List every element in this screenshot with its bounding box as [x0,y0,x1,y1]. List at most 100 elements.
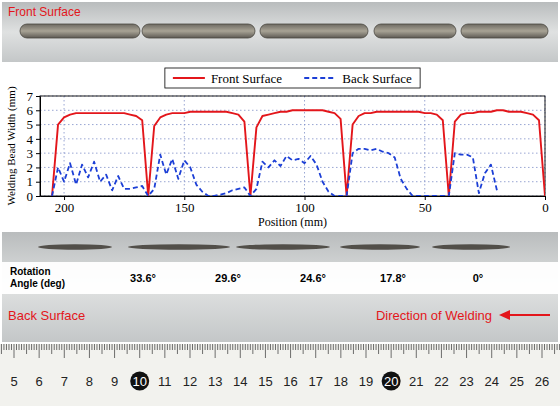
ruler-mm-tick [396,344,397,350]
ruler-mm-tick [167,344,168,350]
ruler-mm-tick [401,344,402,350]
table-header: RotationAngle (deg) [10,266,65,289]
legend-item: Front Surface [173,71,282,86]
ruler-mm-tick [162,344,163,350]
y-axis: 01234567 [27,89,41,204]
ruler-mm-tick [501,344,502,350]
ruler-mm-tick [169,344,170,350]
ruler-mm-tick [195,344,196,350]
legend-item: Back Surface [304,71,412,86]
ruler-mm-tick [526,344,527,350]
ruler-mm-tick [496,344,497,350]
ruler-mm-tick [433,344,434,350]
ruler-mm-tick [89,344,90,358]
ruler-mm-tick [51,344,52,354]
ruler-mm-tick [200,344,201,350]
ruler-mm-tick [416,344,417,358]
plot-area [52,110,545,196]
ruler-label: 22 [434,374,448,389]
ruler-mm-tick [381,344,382,350]
ruler-mm-tick [164,344,165,358]
ruler-mm-tick [293,344,294,350]
ruler-mm-tick [112,344,113,350]
ruler-mm-tick [547,344,548,350]
legend-label: Front Surface [211,71,282,86]
ruler-mm-tick [328,344,329,354]
ruler-badge [130,372,149,391]
ruler-mm-tick [16,344,17,350]
ruler-mm-tick [303,344,304,354]
ruler-mm-tick [225,344,226,350]
ruler-mm-tick [29,344,30,350]
y-tick-mark [36,110,40,111]
y-axis-title: Welding Bead Width (mm) [5,86,18,205]
ruler-label: 26 [535,374,549,389]
ruler-mm-tick [511,344,512,350]
legend-swatch [173,77,205,79]
ruler-mm-tick [255,344,256,350]
ruler-mm-tick [423,344,424,350]
ruler-mm-tick [278,344,279,354]
y-tick-mark [36,125,40,126]
legend-label: Back Surface [342,71,412,86]
ruler-mm-tick [436,344,437,350]
ruler-mm-tick [353,344,354,354]
ruler-badge [382,372,401,391]
ruler-mm-tick [71,344,72,350]
ruler-mm-tick [34,344,35,350]
ruler-mm-tick [486,344,487,350]
ruler-mm-tick [3,344,4,350]
ruler-mm-tick [59,344,60,350]
ruler-mm-tick [504,344,505,354]
y-tick-label: 3 [27,146,34,161]
ruler-mm-tick [343,344,344,350]
x-tick: 50 [419,196,432,215]
ruler-mm-tick [506,344,507,350]
ruler-mm-tick [187,344,188,350]
ruler-mm-tick [484,344,485,350]
x-tick: 150 [175,196,195,215]
weld-bead [461,24,548,38]
ruler-mm-tick [428,344,429,354]
ruler-mm-tick [288,344,289,350]
ruler-mm-tick [19,344,20,350]
ruler-mm-tick [14,344,15,358]
rotation-angle: 24.6° [300,272,326,284]
ruler-mm-tick [355,344,356,350]
weld-bead [374,24,456,38]
front-photo: Front Surface [2,2,558,62]
back-photo: RotationAngle (deg)33.6°29.6°24.6°17.8°0… [2,232,558,342]
ruler-mm-tick [247,344,248,350]
ruler-mm-tick [235,344,236,350]
ruler-mm-tick [479,344,480,354]
ruler-mm-tick [474,344,475,350]
ruler-mm-tick [217,344,218,350]
rotation-angle: 29.6° [215,272,241,284]
direction-arrow [508,314,550,316]
y-tick: 6 [27,103,41,118]
x-axis: 200150100500 [41,196,549,215]
direction-arrowhead [499,310,510,320]
ruler-label: 20 [384,374,398,389]
ruler-mm-tick [448,344,449,350]
ruler-mm-tick [398,344,399,350]
ruler-mm-tick [443,344,444,350]
ruler-mm-tick [69,344,70,350]
plot-frame [40,96,545,196]
y-tick-mark [36,196,40,197]
weld-bead [38,244,112,250]
ruler-mm-tick [298,344,299,350]
grid-line-y [40,138,545,139]
ruler-mm-tick [227,344,228,354]
x-tick-label: 200 [55,200,75,215]
ruler-mm-tick [378,344,379,354]
ruler-mm-tick [340,344,341,358]
ruler-mm-tick [260,344,261,350]
ruler-label: 8 [86,374,93,389]
ruler-mm-tick [232,344,233,350]
ruler-label: 24 [484,374,498,389]
ruler-mm-tick [542,344,543,358]
ruler-mm-tick [184,344,185,350]
ruler-mm-tick [267,344,268,350]
ruler-mm-tick [210,344,211,350]
